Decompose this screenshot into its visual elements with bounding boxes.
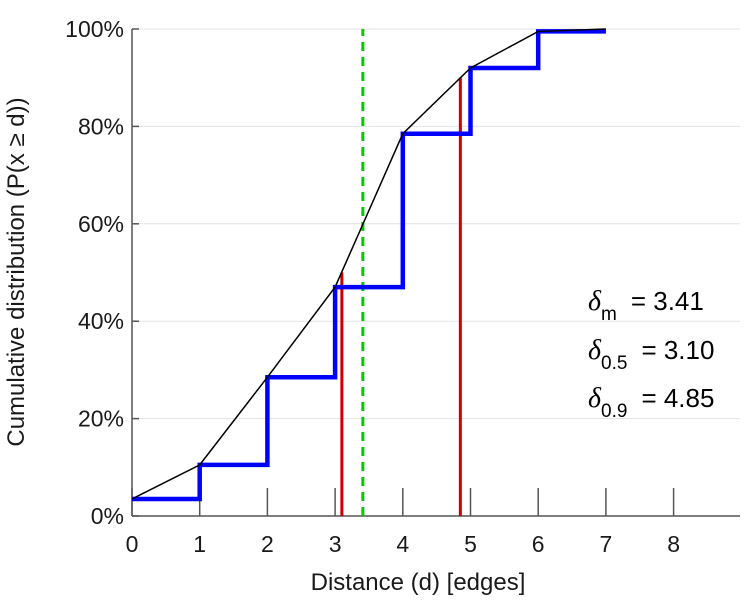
- grid-lines: [132, 28, 740, 420]
- annotation-value: = 3.41: [631, 286, 704, 316]
- tick-labels: 0% 20% 40% 60% 80% 100% 0 1 2 3 4 5 6 7 8: [65, 16, 680, 557]
- x-tick-label: 2: [261, 531, 274, 557]
- x-axis-title: Distance (d) [edges]: [311, 569, 526, 596]
- y-tick-label: 60%: [78, 211, 124, 237]
- x-tick-label: 3: [329, 531, 342, 557]
- axes: [131, 28, 740, 517]
- step-series-line: [132, 29, 606, 502]
- x-tick-label: 4: [396, 531, 409, 557]
- marker-lines: [340, 29, 462, 516]
- annotation-subscript: m: [601, 304, 617, 325]
- annotation-value: = 3.10: [641, 335, 714, 365]
- annotation-delta-m: δm = 3.41: [588, 286, 704, 325]
- y-tick-label: 20%: [78, 406, 124, 432]
- annotation-delta-0-5: δ0.5 = 3.10: [588, 335, 714, 374]
- data-series: [131, 28, 606, 502]
- y-axis-title: Cumulative distribution (P(x ≥ d)): [3, 97, 30, 446]
- x-tick-label: 6: [532, 531, 545, 557]
- y-tick-label: 0%: [91, 503, 124, 529]
- annotation-value: = 4.85: [641, 383, 714, 413]
- annotation-subscript: 0.5: [601, 353, 627, 374]
- cumulative-series-line: [131, 28, 606, 500]
- statistics-annotation: δm = 3.41 δ0.5 = 3.10 δ0.9 = 4.85: [588, 286, 714, 422]
- x-tick-label: 0: [126, 531, 139, 557]
- annotation-subscript: 0.9: [601, 401, 627, 422]
- x-tick-label: 8: [667, 531, 680, 557]
- x-tick-label: 5: [464, 531, 477, 557]
- y-tick-label: 100%: [65, 16, 124, 42]
- annotation-symbol: δ: [588, 383, 602, 414]
- x-tick-label: 7: [600, 531, 613, 557]
- y-tick-label: 80%: [78, 113, 124, 139]
- annotation-delta-0-9: δ0.9 = 4.85: [588, 383, 714, 422]
- annotation-symbol: δ: [588, 286, 602, 317]
- y-tick-label: 40%: [78, 308, 124, 334]
- annotation-symbol: δ: [588, 335, 602, 366]
- x-tick-label: 1: [193, 531, 206, 557]
